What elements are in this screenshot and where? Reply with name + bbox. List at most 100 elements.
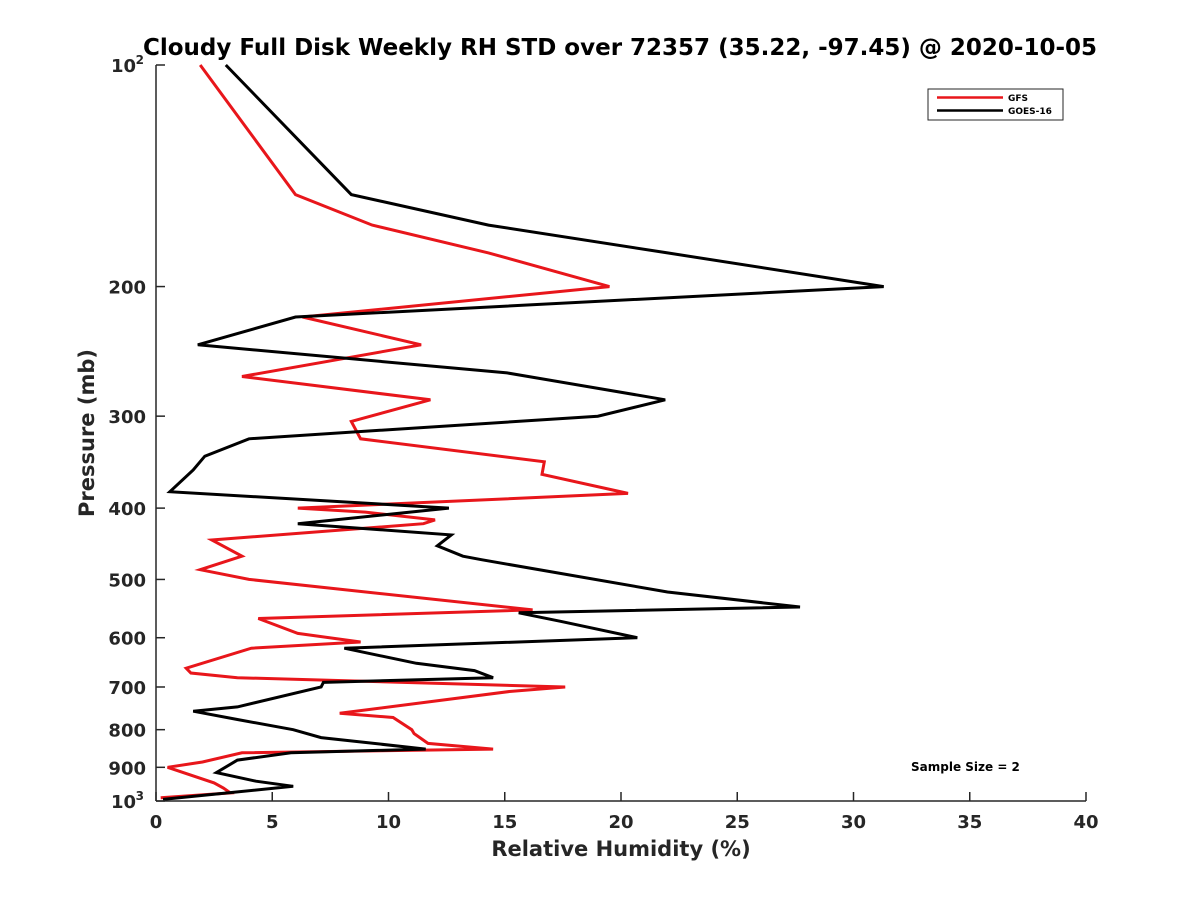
y-tick-label: 300 [108,407,146,428]
x-tick-label: 20 [608,812,633,833]
series-point-goes16 [292,728,295,731]
y-tick-exponent: 3 [136,789,144,803]
series-point-gfs [236,676,239,679]
x-tick-label: 0 [150,812,163,833]
series-point-gfs [422,522,425,525]
series-point-gfs [434,518,437,521]
series-point-goes16 [343,647,346,650]
series-point-goes16 [666,591,669,594]
series-point-gfs [241,555,244,558]
series-line-gfs [160,64,629,800]
series-point-gfs [427,742,430,745]
series-point-gfs [541,473,544,476]
x-tick-label: 30 [841,812,866,833]
series-point-gfs [185,667,188,670]
y-tick-label: 900 [108,758,146,779]
series-point-goes16 [292,785,295,788]
series-point-goes16 [236,759,239,762]
series-point-goes16 [296,522,299,525]
series-point-gfs [199,64,202,67]
series-point-goes16 [447,507,450,510]
series-point-goes16 [436,544,439,547]
series-point-goes16 [350,193,353,196]
plot-series-group [160,63,885,801]
x-tick-label: 10 [376,812,401,833]
y-tick-exponent: 2 [136,53,144,67]
series-point-gfs [189,672,192,675]
series-point-goes16 [289,751,292,754]
sample-size-annotation: Sample Size = 2 [911,760,1020,774]
series-point-gfs [359,437,362,440]
series-point-goes16 [192,710,195,713]
series-point-goes16 [322,681,325,684]
series-point-goes16 [480,558,483,561]
series-point-goes16 [487,224,490,227]
series-point-gfs [350,420,353,423]
series-point-gfs [338,712,341,715]
series-point-goes16 [294,316,297,319]
series-point-gfs [213,781,216,784]
series-point-gfs [608,285,611,288]
series-point-goes16 [636,636,639,639]
series-point-goes16 [799,606,802,609]
x-tick-label: 40 [1073,812,1098,833]
series-point-goes16 [248,437,251,440]
y-tick-label: 600 [108,629,146,650]
y-tick-label: 10 [111,792,136,813]
y-tick-label: 10 [111,56,136,77]
series-point-gfs [359,641,362,644]
series-point-goes16 [666,251,669,254]
series-point-goes16 [473,669,476,672]
series-point-goes16 [424,748,427,751]
series-point-gfs [248,578,251,581]
x-axis-ticks: 0 5 10 15 20 25 30 35 40 [150,792,1099,833]
series-point-goes16 [236,718,239,721]
x-tick-label: 35 [957,812,982,833]
x-tick-label: 5 [266,812,279,833]
series-point-gfs [429,398,432,401]
series-point-goes16 [461,555,464,558]
x-tick-label: 25 [725,812,750,833]
y-tick-label: 400 [108,499,146,520]
y-tick-label: 500 [108,570,146,591]
series-point-gfs [413,732,416,735]
series-point-goes16 [224,64,227,67]
series-point-gfs [257,617,260,620]
series-point-goes16 [596,415,599,418]
y-tick-label: 800 [108,721,146,742]
y-tick-label: 200 [108,278,146,299]
series-point-goes16 [215,771,218,774]
series-point-gfs [564,686,567,689]
series-point-goes16 [492,676,495,679]
series-point-goes16 [882,285,885,288]
series-point-goes16 [192,469,195,472]
y-tick-label: 700 [108,678,146,699]
series-point-gfs [222,787,225,790]
series-point-goes16 [517,611,520,614]
series-point-gfs [392,716,395,719]
series-point-gfs [508,690,511,693]
series-point-gfs [410,728,413,731]
chart-title: Cloudy Full Disk Weekly RH STD over 7235… [143,35,1097,61]
y-axis-label: Pressure (mb) [75,349,99,517]
series-point-goes16 [236,705,239,708]
series-point-gfs [487,251,490,254]
series-point-gfs [364,511,367,514]
series-point-gfs [241,751,244,754]
series-point-gfs [166,766,169,769]
series-point-goes16 [255,780,258,783]
series-point-goes16 [196,343,199,346]
series-line-goes16 [162,63,884,801]
series-point-gfs [627,492,630,495]
legend: GFS GOES-16 [927,88,1064,121]
x-axis-label: Relative Humidity (%) [491,837,750,861]
legend-box [927,88,1064,121]
series-point-gfs [201,761,204,764]
x-tick-label: 15 [492,812,517,833]
series-point-goes16 [559,620,562,623]
series-point-goes16 [664,398,667,401]
series-point-goes16 [203,455,206,458]
